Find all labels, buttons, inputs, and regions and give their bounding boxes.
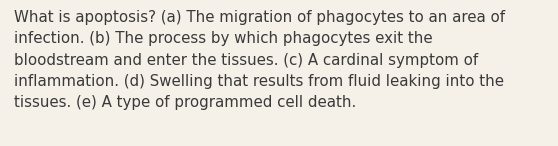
Text: What is apoptosis? (a) The migration of phagocytes to an area of
infection. (b) : What is apoptosis? (a) The migration of … — [14, 10, 505, 110]
